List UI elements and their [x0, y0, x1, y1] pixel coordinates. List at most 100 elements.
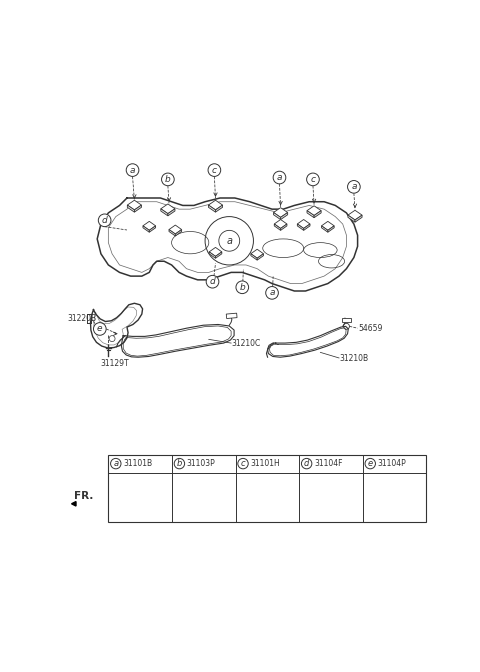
- Circle shape: [126, 164, 139, 177]
- Text: e: e: [97, 325, 103, 333]
- Polygon shape: [314, 210, 321, 218]
- Polygon shape: [140, 495, 148, 503]
- Polygon shape: [208, 200, 223, 210]
- Circle shape: [174, 458, 185, 469]
- Polygon shape: [161, 204, 175, 214]
- Polygon shape: [193, 495, 204, 502]
- Polygon shape: [127, 200, 142, 210]
- Polygon shape: [97, 198, 358, 291]
- Text: d: d: [102, 216, 108, 225]
- Polygon shape: [208, 205, 216, 212]
- Text: FR.: FR.: [74, 491, 93, 501]
- Text: 54659: 54659: [359, 324, 383, 333]
- Polygon shape: [175, 230, 181, 236]
- Polygon shape: [267, 327, 348, 358]
- Polygon shape: [255, 488, 279, 502]
- Polygon shape: [143, 226, 149, 233]
- Polygon shape: [169, 225, 181, 234]
- Circle shape: [348, 181, 360, 193]
- Polygon shape: [281, 224, 287, 230]
- Polygon shape: [143, 221, 156, 230]
- Circle shape: [307, 173, 319, 185]
- Text: a: a: [226, 236, 232, 246]
- Polygon shape: [127, 205, 134, 212]
- Polygon shape: [72, 501, 76, 506]
- Circle shape: [98, 214, 111, 226]
- Polygon shape: [307, 210, 314, 218]
- Polygon shape: [355, 215, 362, 222]
- Polygon shape: [386, 489, 404, 501]
- Polygon shape: [395, 495, 404, 503]
- Polygon shape: [216, 252, 222, 258]
- Text: a: a: [269, 288, 275, 297]
- Text: d: d: [304, 459, 309, 468]
- Text: c: c: [212, 165, 217, 175]
- Polygon shape: [274, 212, 281, 220]
- Circle shape: [110, 458, 121, 469]
- Text: b: b: [177, 459, 182, 468]
- Text: 31104F: 31104F: [314, 459, 343, 468]
- Text: 31129T: 31129T: [100, 360, 129, 368]
- Polygon shape: [168, 209, 175, 216]
- Text: b: b: [240, 283, 245, 292]
- Bar: [108, 455, 426, 521]
- Circle shape: [266, 286, 278, 299]
- Polygon shape: [251, 249, 264, 258]
- Polygon shape: [255, 495, 267, 504]
- Polygon shape: [193, 490, 214, 500]
- Polygon shape: [328, 226, 334, 233]
- Text: d: d: [210, 278, 216, 286]
- Text: 31210C: 31210C: [232, 339, 261, 348]
- Polygon shape: [297, 224, 304, 230]
- Polygon shape: [322, 226, 328, 233]
- Polygon shape: [348, 215, 355, 222]
- Bar: [342, 318, 351, 321]
- Polygon shape: [304, 224, 310, 230]
- Text: a: a: [113, 459, 119, 468]
- Text: 31101B: 31101B: [123, 459, 152, 468]
- Circle shape: [208, 164, 221, 177]
- Circle shape: [236, 281, 249, 294]
- Text: a: a: [351, 182, 357, 192]
- Polygon shape: [169, 230, 175, 236]
- Polygon shape: [216, 205, 223, 212]
- Polygon shape: [132, 489, 148, 501]
- Polygon shape: [325, 495, 331, 503]
- Text: c: c: [311, 175, 315, 184]
- Polygon shape: [274, 224, 281, 230]
- Polygon shape: [204, 495, 214, 502]
- Polygon shape: [331, 495, 336, 503]
- Polygon shape: [134, 205, 142, 212]
- Text: a: a: [277, 173, 282, 182]
- Polygon shape: [322, 221, 334, 230]
- Text: 31103P: 31103P: [187, 459, 216, 468]
- Polygon shape: [209, 247, 222, 256]
- Polygon shape: [251, 254, 257, 260]
- Circle shape: [238, 458, 248, 469]
- Polygon shape: [297, 220, 310, 228]
- Polygon shape: [386, 495, 395, 503]
- Circle shape: [206, 276, 219, 288]
- Circle shape: [365, 458, 375, 469]
- Polygon shape: [274, 208, 288, 217]
- Polygon shape: [91, 303, 143, 348]
- Circle shape: [94, 323, 106, 335]
- Polygon shape: [132, 495, 140, 503]
- Circle shape: [162, 173, 174, 185]
- Polygon shape: [281, 212, 288, 220]
- Circle shape: [273, 171, 286, 184]
- Text: e: e: [368, 459, 373, 468]
- Polygon shape: [267, 495, 279, 504]
- Polygon shape: [121, 325, 234, 358]
- Polygon shape: [257, 254, 264, 260]
- Polygon shape: [325, 490, 336, 501]
- Polygon shape: [209, 252, 216, 258]
- Text: 31210B: 31210B: [340, 354, 369, 363]
- Polygon shape: [161, 209, 168, 216]
- Text: a: a: [130, 165, 135, 175]
- Polygon shape: [348, 210, 362, 220]
- Text: b: b: [165, 175, 171, 184]
- Circle shape: [301, 458, 312, 469]
- Text: 31101H: 31101H: [251, 459, 280, 468]
- Text: 31104P: 31104P: [378, 459, 407, 468]
